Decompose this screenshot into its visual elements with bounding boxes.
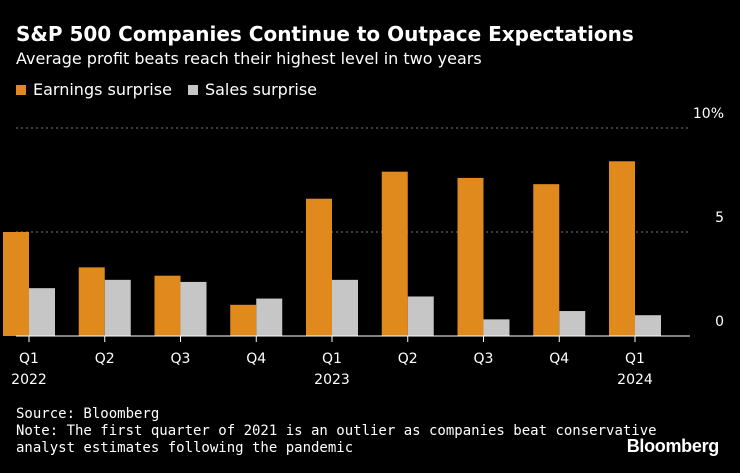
x-tick-label: Q3	[474, 351, 494, 367]
earnings-bar	[306, 198, 332, 336]
sales-bar	[559, 311, 586, 336]
earnings-bar	[3, 232, 29, 336]
y-tick-label: 5	[715, 210, 724, 226]
earnings-swatch	[16, 84, 26, 95]
sales-bar	[29, 288, 55, 336]
earnings-bar	[533, 184, 560, 336]
earnings-bar	[78, 267, 105, 336]
x-year-label: 2024	[617, 372, 653, 388]
sales-swatch	[187, 84, 198, 95]
x-tick-label: Q3	[171, 351, 191, 367]
x-tick-label: Q4	[246, 351, 266, 367]
legend-item-sales: Sales surprise	[187, 80, 318, 99]
earnings-bar	[381, 171, 408, 336]
note-line-2: analyst estimates following the pandemic	[16, 440, 354, 456]
sales-bar	[104, 279, 131, 336]
sales-bar	[180, 281, 207, 336]
bloomberg-logo: Bloomberg	[626, 436, 720, 456]
bar-chart: 0 5 10% Q1 2022 Q2 Q3 Q4 Q1 2023 Q2 Q3 Q4 Q1 2024	[3, 106, 724, 388]
sales-bar	[483, 319, 510, 336]
earnings-legend-label: Earnings surprise	[33, 80, 172, 99]
sales-bar	[332, 279, 358, 336]
x-year-label: 2023	[314, 372, 350, 388]
y-tick-label: 10%	[693, 106, 724, 122]
x-tick-label: Q4	[549, 351, 569, 367]
sales-bar	[256, 298, 283, 336]
x-tick-label: Q2	[398, 351, 418, 367]
sales-bar	[407, 296, 434, 336]
sales-legend-label: Sales surprise	[204, 80, 318, 99]
chart-subtitle: Average profit beats reach their highest…	[16, 49, 482, 68]
y-tick-label: 0	[715, 314, 724, 330]
chart-title: S&P 500 Companies Continue to Outpace Ex…	[16, 22, 634, 46]
sales-bar	[635, 315, 661, 336]
x-tick-label: Q1	[625, 351, 645, 367]
x-tick-label: Q1	[322, 351, 342, 367]
footer: Source: Bloomberg Note: The first quarte…	[16, 406, 657, 457]
note-line-1: Note: The first quarter of 2021 is an ou…	[16, 423, 657, 439]
earnings-bar	[457, 177, 484, 336]
x-tick-label: Q1	[19, 351, 39, 367]
source-note: Source: Bloomberg	[16, 406, 160, 422]
earnings-bar	[154, 275, 181, 336]
legend-item-earnings: Earnings surprise	[16, 80, 172, 99]
x-year-label: 2022	[11, 372, 47, 388]
earnings-bar	[609, 161, 635, 336]
earnings-bar	[230, 304, 257, 336]
legend: Earnings surprise Sales surprise	[16, 80, 333, 99]
x-tick-label: Q2	[95, 351, 115, 367]
